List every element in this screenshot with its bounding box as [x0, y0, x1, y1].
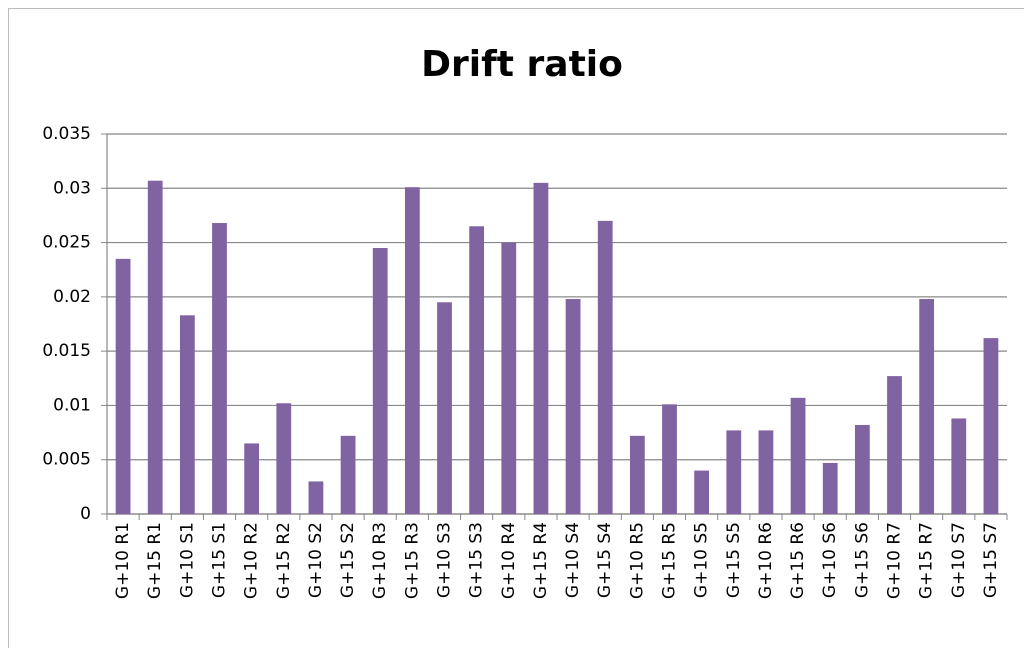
bar [308, 481, 324, 514]
y-tick-label: 0.03 [53, 178, 91, 198]
x-tick-label: G+15 S3 [467, 522, 487, 598]
bar [437, 302, 452, 514]
x-tick-label: G+10 R5 [627, 522, 647, 599]
chart-frame [8, 8, 1024, 648]
x-tick-label: G+10 S5 [692, 522, 712, 598]
x-tick-label: G+15 S4 [595, 522, 615, 598]
x-tick-label: G+15 S7 [981, 522, 1001, 598]
bar [372, 248, 388, 514]
bar [533, 182, 549, 514]
x-tick-label: G+10 S3 [435, 522, 455, 598]
chart-title: Drift ratio [421, 44, 623, 85]
bar [662, 404, 677, 514]
bar [404, 187, 420, 514]
y-tick-label: 0.005 [42, 450, 91, 470]
bar [340, 435, 356, 514]
y-tick-label: 0.01 [53, 395, 91, 415]
y-tick-label: 0.02 [53, 287, 91, 307]
bar [726, 430, 742, 514]
bar [244, 443, 260, 514]
x-tick-label: G+10 S6 [820, 522, 840, 598]
x-tick-label: G+15 S2 [338, 522, 358, 598]
x-tick-label: G+10 R6 [756, 522, 776, 599]
bar [951, 418, 967, 514]
x-tick-label: G+15 S5 [724, 522, 744, 598]
bar [147, 180, 163, 514]
x-tick-label: G+15 R4 [531, 522, 551, 599]
bar [694, 470, 710, 514]
bar [790, 397, 806, 514]
x-tick-label: G+10 S1 [177, 522, 197, 598]
bar [179, 315, 195, 514]
y-tick-label: 0 [80, 504, 91, 524]
x-tick-label: G+15 R2 [274, 522, 294, 599]
x-tick-label: G+10 S2 [306, 522, 326, 598]
x-tick-label: G+10 R7 [885, 522, 905, 599]
x-tick-label: G+10 S7 [949, 522, 969, 598]
bar [469, 226, 485, 515]
x-tick-label: G+10 S4 [563, 522, 583, 598]
x-tick-label: G+15 R1 [145, 522, 165, 599]
x-tick-label: G+10 R4 [499, 522, 519, 599]
bar [115, 258, 131, 514]
bar [212, 223, 227, 514]
bar [887, 376, 902, 514]
x-tick-label: G+15 R5 [660, 522, 680, 599]
bar [758, 430, 774, 514]
bar [822, 462, 838, 514]
bar [501, 242, 517, 515]
x-tick-label: G+15 R3 [402, 522, 422, 599]
bar [276, 403, 292, 514]
x-tick-label: G+15 S6 [852, 522, 872, 598]
bar [629, 435, 645, 514]
x-tick-label: G+15 R6 [788, 522, 808, 599]
y-tick-label: 0.035 [42, 124, 91, 144]
bar [983, 338, 999, 514]
x-tick-label: G+15 S1 [210, 522, 230, 598]
x-tick-label: G+10 R1 [113, 522, 133, 599]
bar [854, 424, 870, 514]
x-tick-label: G+10 R2 [242, 522, 262, 599]
bar [919, 299, 935, 514]
bar [565, 299, 581, 514]
y-tick-label: 0.025 [42, 233, 91, 253]
x-tick-label: G+10 R3 [370, 522, 390, 599]
y-tick-label: 0.015 [42, 341, 91, 361]
x-tick-label: G+15 R7 [917, 522, 937, 599]
bar [597, 220, 613, 514]
